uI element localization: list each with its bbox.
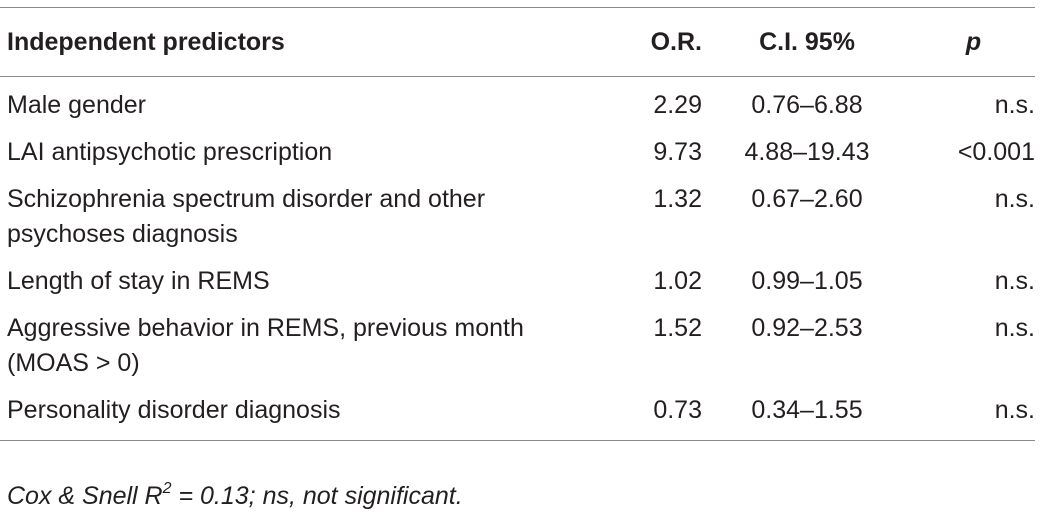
cell-confidence-interval: 0.34–1.55 [751,396,863,424]
cell-predictor: Male gender [7,91,146,119]
cell-p-value: n.s. [994,314,1035,342]
cell-odds-ratio: 1.52 [653,314,702,342]
cell-odds-ratio: 0.73 [653,396,702,424]
cell-predictor: Personality disorder diagnosis [7,396,341,424]
footnote-superscript: 2 [162,479,172,497]
footnote-suffix: = 0.13; ns, not significant. [171,482,463,510]
header-row: Independent predictors O.R. C.I. 95% p [0,7,1035,77]
cell-odds-ratio: 1.32 [653,185,702,213]
cell-p-value: <0.001 [957,138,1035,166]
cell-confidence-interval: 0.76–6.88 [751,91,863,119]
table-body: Male gender 2.29 0.76–6.88 n.s. LAI anti… [0,77,1035,441]
header-predictor: Independent predictors [7,27,285,56]
cell-p-value: n.s. [994,91,1035,119]
table-footnote: Cox & Snell R2 = 0.13; ns, not significa… [7,479,463,514]
cell-p-value: n.s. [994,396,1035,424]
cell-odds-ratio: 9.73 [653,138,702,166]
cell-odds-ratio: 1.02 [653,267,702,295]
cell-confidence-interval: 4.88–19.43 [744,138,870,166]
table-row: Schizophrenia spectrum disorder and othe… [0,182,1035,264]
cell-predictor: Aggressive behavior in REMS, previous mo… [7,314,524,377]
footnote-prefix: Cox & Snell R [7,482,163,510]
cell-predictor: Schizophrenia spectrum disorder and othe… [7,185,486,248]
header-confidence-interval: C.I. 95% [759,27,855,56]
cell-p-value: n.s. [994,267,1035,295]
cell-confidence-interval: 0.99–1.05 [751,267,863,295]
cell-confidence-interval: 0.92–2.53 [751,314,863,342]
cell-predictor: Length of stay in REMS [7,267,270,295]
table-row: Personality disorder diagnosis 0.73 0.34… [0,393,1035,441]
cell-predictor: LAI antipsychotic prescription [7,138,333,166]
table-header: Independent predictors O.R. C.I. 95% p [0,7,1035,77]
table-row: Male gender 2.29 0.76–6.88 n.s. [0,77,1035,136]
header-p-value: p [965,27,982,56]
table-row: Length of stay in REMS 1.02 0.99–1.05 n.… [0,264,1035,311]
table-row: Aggressive behavior in REMS, previous mo… [0,311,1035,393]
table-row: LAI antipsychotic prescription 9.73 4.88… [0,135,1035,182]
cell-confidence-interval: 0.67–2.60 [751,185,863,213]
cell-odds-ratio: 2.29 [653,91,702,119]
predictors-table: Independent predictors O.R. C.I. 95% p M… [0,7,1035,441]
header-odds-ratio: O.R. [650,27,702,56]
cell-p-value: n.s. [994,185,1035,213]
